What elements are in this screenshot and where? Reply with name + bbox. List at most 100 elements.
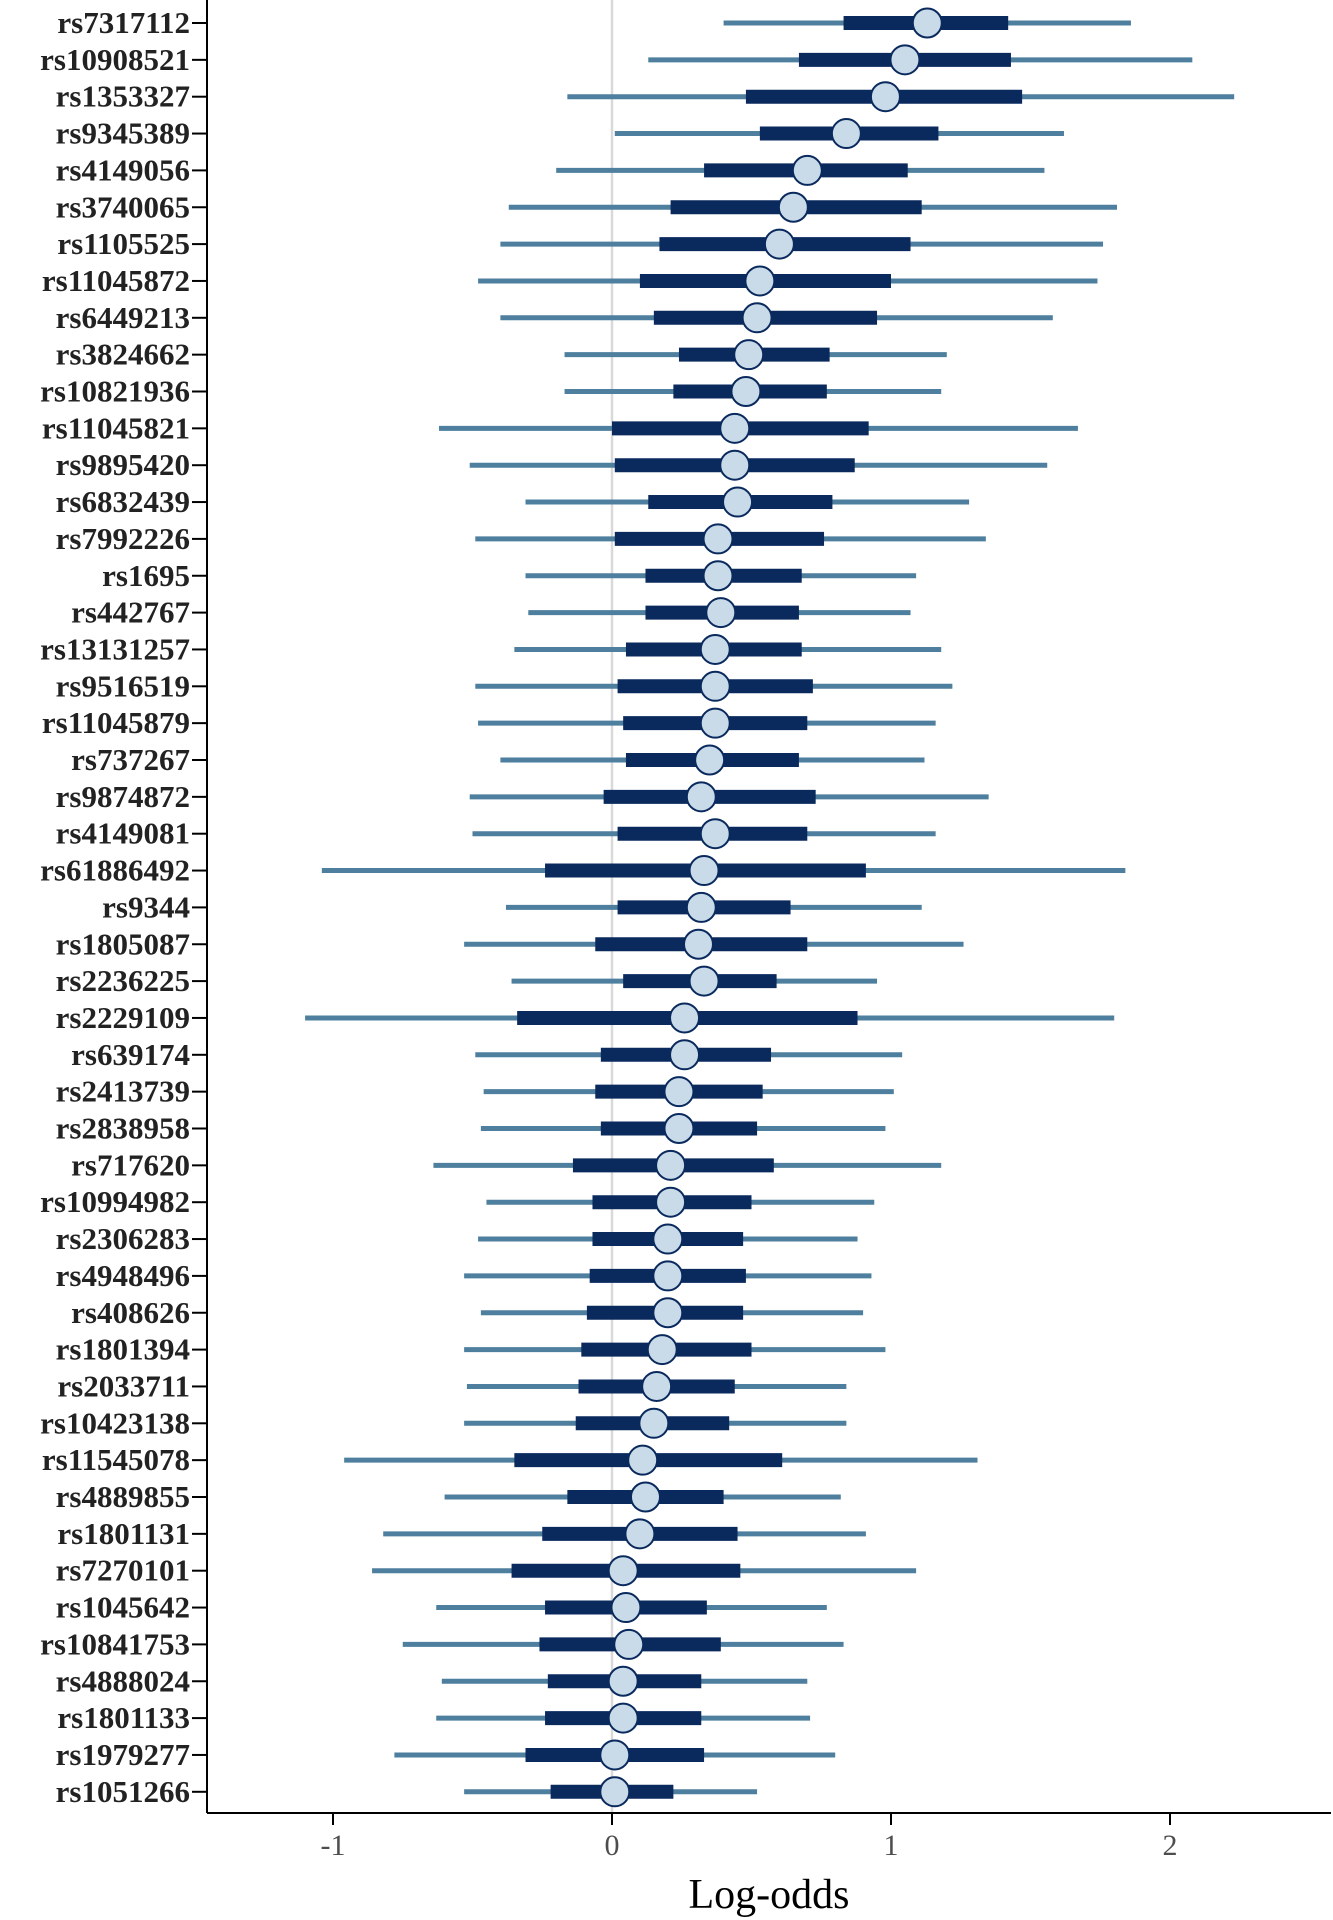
snp-label: rs10841753 — [40, 1626, 190, 1661]
snp-label: rs4149081 — [56, 816, 190, 851]
point-estimate — [699, 670, 731, 702]
snp-row: rs9344 — [102, 889, 922, 924]
snp-label: rs1045642 — [56, 1590, 190, 1625]
point-estimate — [646, 1334, 678, 1366]
point-estimate — [682, 928, 714, 960]
plot-rows: rs7317112rs10908521rs1353327rs9345389rs4… — [40, 5, 1235, 1809]
snp-row: rs1801133 — [57, 1700, 811, 1735]
snp-label: rs442767 — [71, 595, 190, 630]
snp-row: rs13131257 — [40, 631, 942, 666]
point-estimate — [699, 633, 731, 665]
snp-row: rs7992226 — [56, 521, 986, 556]
snp-row: rs61886492 — [40, 853, 1126, 888]
snp-row: rs9516519 — [56, 668, 953, 703]
snp-row: rs4149081 — [56, 816, 936, 851]
snp-label: rs3824662 — [56, 337, 190, 372]
snp-label: rs2306283 — [56, 1221, 190, 1256]
snp-label: rs10908521 — [40, 42, 190, 77]
snp-row: rs3740065 — [56, 189, 1117, 224]
point-estimate — [663, 1076, 695, 1108]
snp-row: rs1353327 — [56, 79, 1235, 114]
snp-label: rs13131257 — [40, 631, 190, 666]
point-estimate — [869, 81, 901, 113]
snp-label: rs10821936 — [40, 374, 190, 409]
snp-label: rs7992226 — [56, 521, 190, 556]
x-tick-label: 1 — [884, 1829, 899, 1862]
snp-row: rs2838958 — [56, 1111, 886, 1146]
snp-label: rs9345389 — [56, 116, 190, 151]
snp-label: rs7270101 — [56, 1553, 190, 1588]
snp-label: rs7317112 — [57, 5, 190, 40]
snp-row: rs442767 — [71, 595, 911, 630]
point-estimate — [744, 265, 776, 297]
snp-row: rs11045879 — [42, 705, 936, 740]
point-estimate — [733, 339, 765, 371]
snp-row: rs1045642 — [56, 1590, 827, 1625]
snp-row: rs10423138 — [40, 1405, 847, 1440]
point-estimate — [638, 1407, 670, 1439]
x-tick-label: -1 — [321, 1829, 346, 1862]
snp-row: rs4948496 — [56, 1258, 872, 1293]
point-estimate — [599, 1776, 631, 1808]
snp-row: rs7270101 — [56, 1553, 917, 1588]
point-estimate — [629, 1481, 661, 1513]
point-estimate — [688, 855, 720, 887]
snp-label: rs10994982 — [40, 1184, 190, 1219]
point-estimate — [699, 818, 731, 850]
snp-row: rs10821936 — [40, 374, 942, 409]
snp-row: rs7317112 — [57, 5, 1131, 40]
point-estimate — [702, 523, 734, 555]
point-estimate — [655, 1149, 687, 1181]
snp-row: rs9895420 — [56, 447, 1048, 482]
point-estimate — [607, 1702, 639, 1734]
snp-label: rs1801131 — [57, 1516, 190, 1551]
snp-label: rs737267 — [71, 742, 190, 777]
point-estimate — [669, 1002, 701, 1034]
point-estimate — [652, 1297, 684, 1329]
point-estimate — [613, 1628, 645, 1660]
point-estimate — [830, 118, 862, 150]
snp-row: rs4889855 — [56, 1479, 841, 1514]
snp-row: rs639174 — [71, 1037, 903, 1072]
x-axis-ticks: -1 0 1 2 — [321, 1813, 1178, 1862]
snp-row: rs2229109 — [56, 1000, 1115, 1035]
point-estimate — [889, 44, 921, 76]
snp-row: rs3824662 — [56, 337, 947, 372]
snp-label: rs3740065 — [56, 189, 190, 224]
snp-label: rs1801394 — [56, 1332, 190, 1367]
snp-label: rs4149056 — [56, 152, 190, 187]
x-tick-label: 0 — [605, 1829, 620, 1862]
snp-label: rs2838958 — [56, 1111, 190, 1146]
snp-row: rs10994982 — [40, 1184, 875, 1219]
snp-label: rs9516519 — [56, 668, 190, 703]
point-estimate — [652, 1260, 684, 1292]
point-estimate — [685, 781, 717, 813]
point-estimate — [624, 1518, 656, 1550]
point-estimate — [607, 1665, 639, 1697]
x-axis-title: Log-odds — [689, 1872, 850, 1918]
point-estimate — [730, 376, 762, 407]
point-estimate — [607, 1555, 639, 1587]
snp-row: rs4888024 — [56, 1663, 808, 1698]
snp-row: rs11545078 — [42, 1442, 978, 1477]
snp-label: rs10423138 — [40, 1405, 190, 1440]
snp-row: rs10908521 — [40, 42, 1193, 77]
point-estimate — [699, 707, 731, 739]
point-estimate — [685, 891, 717, 923]
snp-label: rs2413739 — [56, 1074, 190, 1109]
point-estimate — [655, 1186, 687, 1218]
snp-row: rs11045872 — [42, 263, 1098, 298]
snp-row: rs6449213 — [56, 300, 1053, 335]
snp-label: rs6449213 — [56, 300, 190, 335]
point-estimate — [791, 154, 823, 186]
point-estimate — [702, 560, 734, 592]
snp-row: rs1805087 — [56, 926, 964, 961]
point-estimate — [663, 1113, 695, 1144]
point-estimate — [719, 449, 751, 481]
snp-row: rs2033711 — [57, 1368, 847, 1403]
snp-label: rs1051266 — [56, 1774, 190, 1809]
snp-row: rs9345389 — [56, 116, 1064, 151]
snp-row: rs1051266 — [56, 1774, 758, 1809]
snp-row: rs11045821 — [42, 410, 1078, 445]
snp-row: rs1801394 — [56, 1332, 886, 1367]
